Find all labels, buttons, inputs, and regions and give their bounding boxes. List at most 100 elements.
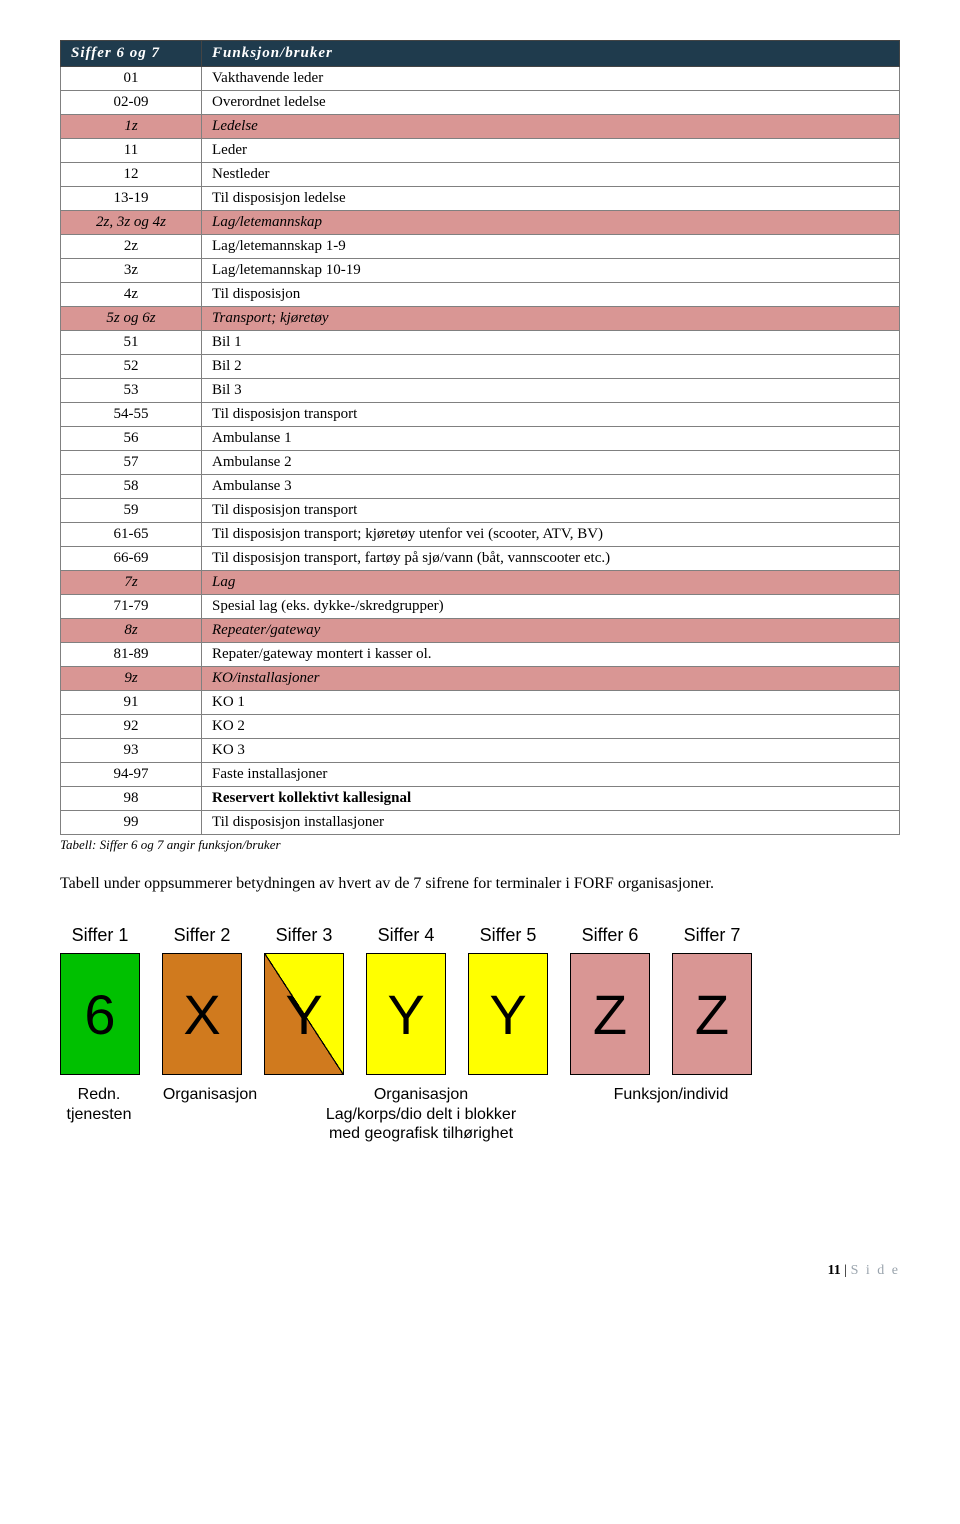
- cell-code: 5z og 6z: [61, 307, 202, 331]
- siffer-bottom-label: Funksjon/individ: [582, 1085, 760, 1143]
- cell-code: 11: [61, 139, 202, 163]
- table-row: 58Ambulanse 3: [61, 475, 900, 499]
- cell-code: 2z: [61, 235, 202, 259]
- cell-code: 71-79: [61, 595, 202, 619]
- table-row: 9zKO/installasjoner: [61, 667, 900, 691]
- cell-code: 1z: [61, 115, 202, 139]
- siffer-label: Siffer 7: [684, 925, 741, 947]
- cell-code: 81-89: [61, 643, 202, 667]
- cell-code: 13-19: [61, 187, 202, 211]
- siffer-label: Siffer 3: [276, 925, 333, 947]
- siffer-label: Siffer 1: [72, 925, 129, 947]
- siffer-column: Siffer 3 Y: [264, 925, 344, 1075]
- table-row: 52Bil 2: [61, 355, 900, 379]
- siffer-label: Siffer 2: [174, 925, 231, 947]
- cell-desc: KO 2: [202, 715, 900, 739]
- cell-desc: Bil 3: [202, 379, 900, 403]
- page-num-value: 11: [828, 1263, 841, 1278]
- siffer-box: Y: [264, 953, 344, 1075]
- siffer-bottom-label: Redn.tjenesten: [60, 1085, 138, 1143]
- cell-code: 51: [61, 331, 202, 355]
- cell-desc: Leder: [202, 139, 900, 163]
- cell-desc: Spesial lag (eks. dykke-/skredgrupper): [202, 595, 900, 619]
- cell-desc: Reservert kollektivt kallesignal: [202, 787, 900, 811]
- table-row: 1zLedelse: [61, 115, 900, 139]
- table-row: 81-89Repater/gateway montert i kasser ol…: [61, 643, 900, 667]
- siffer-box: Z: [570, 953, 650, 1075]
- cell-desc: Bil 2: [202, 355, 900, 379]
- cell-code: 7z: [61, 571, 202, 595]
- cell-desc: Til disposisjon: [202, 283, 900, 307]
- page-number: 11 | S i d e: [60, 1263, 900, 1279]
- table-caption: Tabell: Siffer 6 og 7 angir funksjon/bru…: [60, 837, 900, 853]
- page-num-side: S i d e: [851, 1263, 900, 1278]
- cell-code: 3z: [61, 259, 202, 283]
- cell-desc: Ambulanse 3: [202, 475, 900, 499]
- siffer-box: Z: [672, 953, 752, 1075]
- cell-code: 9z: [61, 667, 202, 691]
- cell-code: 01: [61, 67, 202, 91]
- cell-desc: Til disposisjon transport; kjøretøy uten…: [202, 523, 900, 547]
- page-num-sep: |: [841, 1263, 851, 1278]
- siffer-label: Siffer 4: [378, 925, 435, 947]
- body-paragraph: Tabell under oppsummerer betydningen av …: [60, 873, 900, 895]
- cell-code: 98: [61, 787, 202, 811]
- table-row: 01Vakthavende leder: [61, 67, 900, 91]
- cell-desc: Vakthavende leder: [202, 67, 900, 91]
- siffer-column: Siffer 16: [60, 925, 140, 1075]
- function-table: Siffer 6 og 7 Funksjon/bruker 01Vakthave…: [60, 40, 900, 835]
- siffer-label: Siffer 6: [582, 925, 639, 947]
- table-row: 2z, 3z og 4zLag/letemannskap: [61, 211, 900, 235]
- table-row: 7zLag: [61, 571, 900, 595]
- cell-desc: Repeater/gateway: [202, 619, 900, 643]
- table-row: 59Til disposisjon transport: [61, 499, 900, 523]
- siffer-box: Y: [366, 953, 446, 1075]
- cell-code: 12: [61, 163, 202, 187]
- siffer-column: Siffer 7 Z: [672, 925, 752, 1075]
- cell-code: 58: [61, 475, 202, 499]
- cell-code: 56: [61, 427, 202, 451]
- siffer-box: X: [162, 953, 242, 1075]
- cell-code: 8z: [61, 619, 202, 643]
- cell-desc: KO/installasjoner: [202, 667, 900, 691]
- cell-code: 52: [61, 355, 202, 379]
- cell-code: 66-69: [61, 547, 202, 571]
- cell-code: 93: [61, 739, 202, 763]
- cell-desc: Til disposisjon transport: [202, 403, 900, 427]
- cell-desc: Lag/letemannskap 10-19: [202, 259, 900, 283]
- cell-desc: Repater/gateway montert i kasser ol.: [202, 643, 900, 667]
- cell-desc: Til disposisjon transport, fartøy på sjø…: [202, 547, 900, 571]
- th-code: Siffer 6 og 7: [61, 41, 202, 67]
- cell-desc: Lag: [202, 571, 900, 595]
- cell-desc: Bil 1: [202, 331, 900, 355]
- cell-desc: Transport; kjøretøy: [202, 307, 900, 331]
- cell-code: 54-55: [61, 403, 202, 427]
- cell-code: 02-09: [61, 91, 202, 115]
- cell-code: 53: [61, 379, 202, 403]
- table-row: 71-79Spesial lag (eks. dykke-/skredgrupp…: [61, 595, 900, 619]
- table-row: 91KO 1: [61, 691, 900, 715]
- cell-desc: Ambulanse 2: [202, 451, 900, 475]
- siffer-diagram: Siffer 16Siffer 2XSiffer 3YSiffer 4YSiff…: [60, 925, 900, 1143]
- cell-desc: Til disposisjon transport: [202, 499, 900, 523]
- cell-code: 57: [61, 451, 202, 475]
- cell-desc: Ambulanse 1: [202, 427, 900, 451]
- siffer-column: Siffer 6 Z: [570, 925, 650, 1075]
- table-row: 56Ambulanse 1: [61, 427, 900, 451]
- table-row: 53Bil 3: [61, 379, 900, 403]
- siffer-box: Y: [468, 953, 548, 1075]
- siffer-bottom-label: OrganisasjonLag/korps/dio delt i blokker…: [282, 1085, 560, 1143]
- siffer-label: Siffer 5: [480, 925, 537, 947]
- table-row: 12Nestleder: [61, 163, 900, 187]
- cell-desc: Lag/letemannskap 1-9: [202, 235, 900, 259]
- table-row: 51Bil 1: [61, 331, 900, 355]
- cell-code: 2z, 3z og 4z: [61, 211, 202, 235]
- cell-desc: Nestleder: [202, 163, 900, 187]
- siffer-column: Siffer 2 X: [162, 925, 242, 1075]
- cell-desc: KO 3: [202, 739, 900, 763]
- cell-code: 92: [61, 715, 202, 739]
- table-row: 5z og 6zTransport; kjøretøy: [61, 307, 900, 331]
- table-row: 2zLag/letemannskap 1-9: [61, 235, 900, 259]
- cell-desc: Lag/letemannskap: [202, 211, 900, 235]
- table-row: 4zTil disposisjon: [61, 283, 900, 307]
